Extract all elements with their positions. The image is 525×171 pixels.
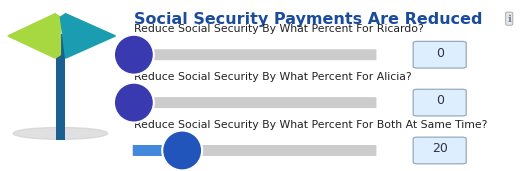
FancyBboxPatch shape [413, 137, 466, 164]
FancyBboxPatch shape [133, 145, 376, 156]
Text: 0: 0 [436, 47, 444, 60]
Ellipse shape [13, 127, 108, 139]
Text: Social Security Payments Are Reduced: Social Security Payments Are Reduced [134, 12, 482, 27]
FancyBboxPatch shape [413, 41, 466, 68]
Polygon shape [8, 14, 60, 58]
FancyBboxPatch shape [133, 97, 376, 108]
FancyBboxPatch shape [133, 49, 376, 60]
FancyBboxPatch shape [413, 89, 466, 116]
Text: 0: 0 [436, 94, 444, 107]
Text: ℹ: ℹ [507, 14, 511, 24]
FancyBboxPatch shape [133, 145, 183, 156]
Ellipse shape [162, 130, 202, 170]
Text: Reduce Social Security By What Percent For Ricardo?: Reduce Social Security By What Percent F… [134, 24, 424, 34]
Text: 20: 20 [432, 142, 448, 155]
Ellipse shape [114, 83, 154, 123]
FancyBboxPatch shape [56, 34, 65, 140]
Text: Reduce Social Security By What Percent For Alicia?: Reduce Social Security By What Percent F… [134, 72, 412, 82]
Text: Reduce Social Security By What Percent For Both At Same Time?: Reduce Social Security By What Percent F… [134, 120, 487, 130]
Polygon shape [60, 14, 116, 58]
Ellipse shape [114, 35, 154, 75]
